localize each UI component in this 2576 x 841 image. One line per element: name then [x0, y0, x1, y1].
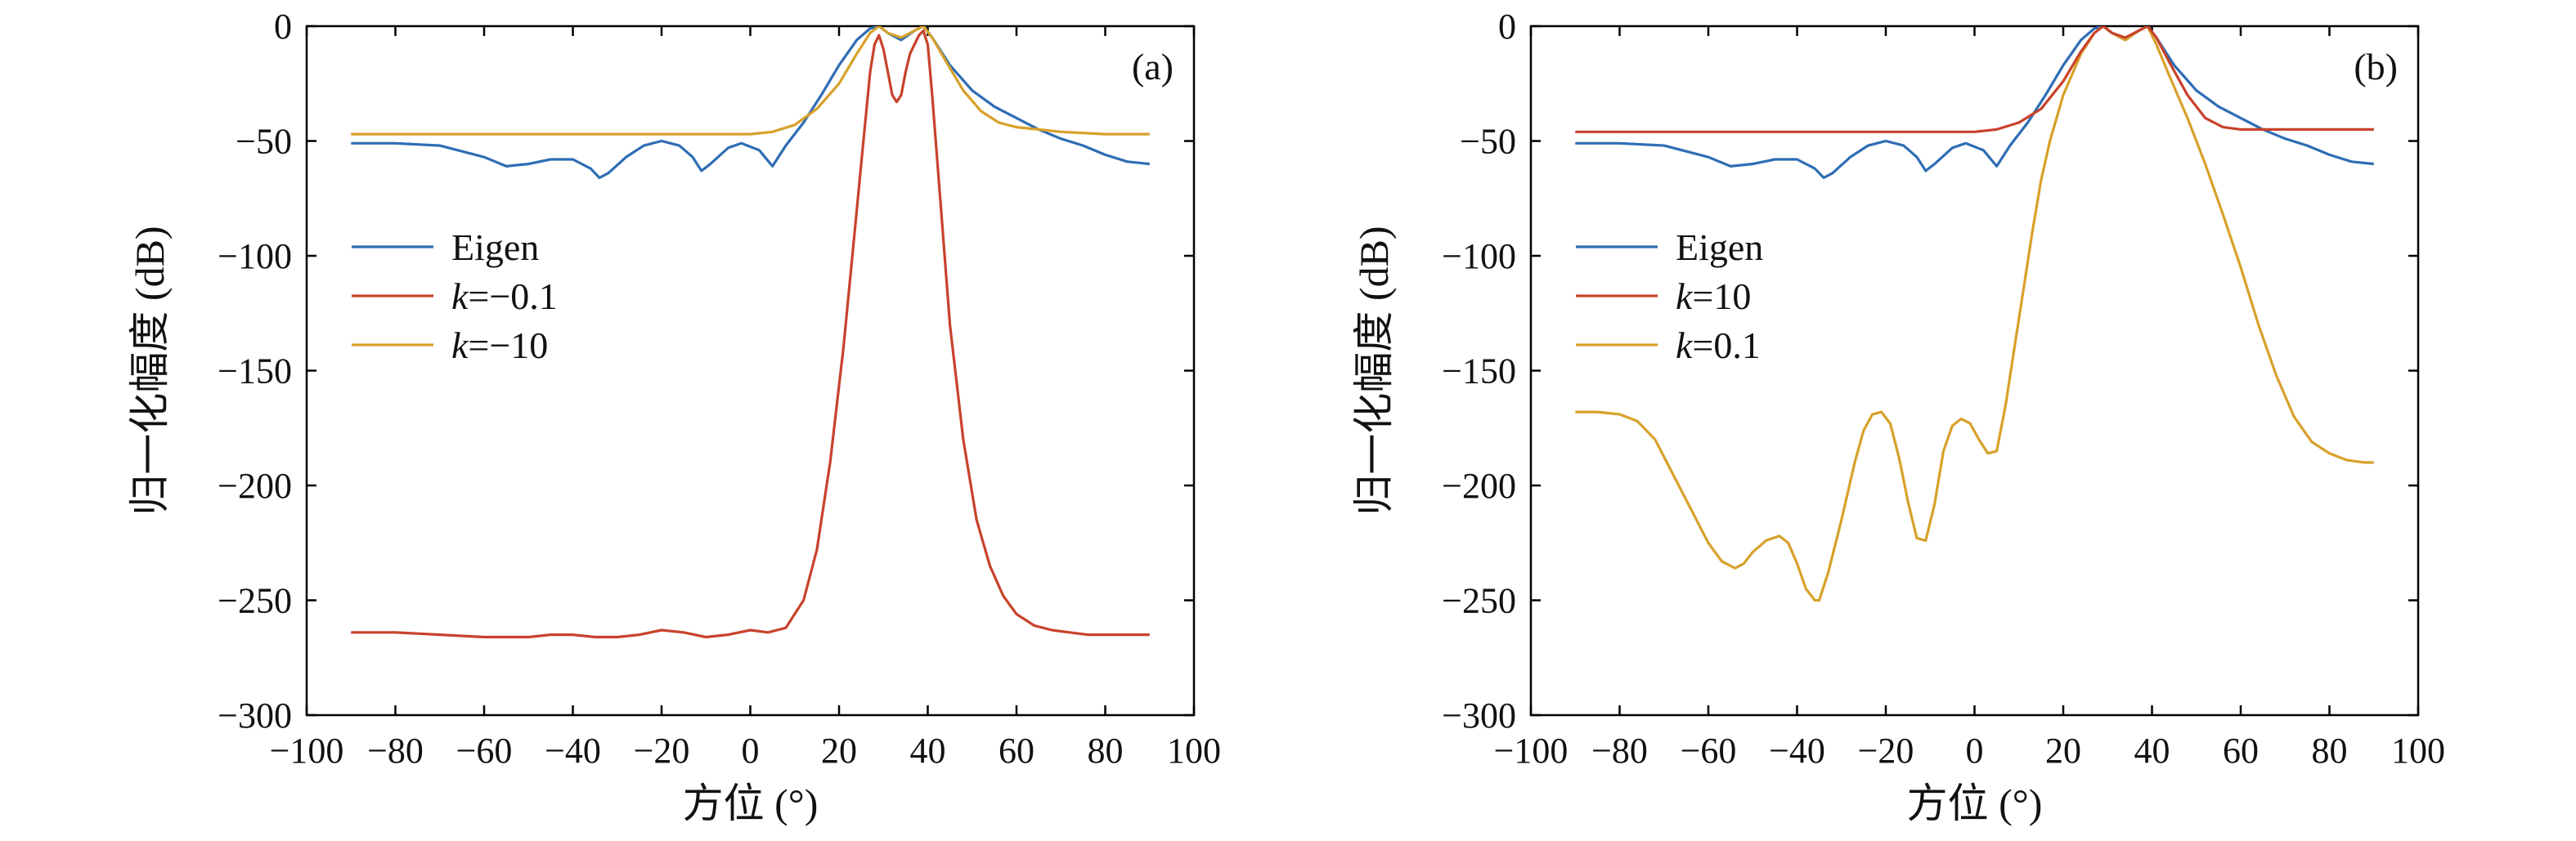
legend-entry-text: Eigen [451, 226, 539, 268]
y-tick-label: −200 [218, 466, 292, 506]
x-tick-label: −20 [1858, 731, 1914, 771]
y-tick-label: 0 [274, 7, 292, 47]
y-tick-label: −250 [218, 581, 292, 621]
y-tick-label: −200 [1442, 466, 1516, 506]
legend-entry-var: k [451, 324, 469, 366]
x-tick-label: 20 [2045, 731, 2081, 771]
legend-entry-var: k [451, 275, 469, 317]
x-tick-label: −60 [1681, 731, 1737, 771]
y-tick-label: −300 [1442, 696, 1516, 736]
legend-entry-3: k=0.1 [1676, 324, 1761, 366]
legend-entry-var: k [1676, 324, 1694, 366]
x-tick-label: −100 [1494, 731, 1568, 771]
legend-entry-1: Eigen [1676, 226, 1763, 268]
panel-label: (a) [1132, 46, 1174, 87]
series-line-3 [1575, 26, 2374, 602]
x-tick-label: 40 [2134, 731, 2170, 771]
x-tick-label: 80 [1088, 731, 1124, 771]
legend-entry-text: Eigen [1676, 226, 1763, 268]
x-tick-label: 100 [1167, 731, 1221, 771]
series-line-1 [1575, 26, 2374, 180]
y-tick-label: −250 [1442, 581, 1516, 621]
plot-frame [305, 25, 1196, 717]
x-tick-label: 0 [742, 731, 760, 771]
x-tick-label: 60 [2223, 731, 2259, 771]
legend-entry-3: k=−10 [451, 324, 548, 366]
legend-entry-text: =10 [1692, 275, 1751, 317]
legend-entry-var: k [1676, 275, 1694, 317]
x-tick-label: −40 [545, 731, 601, 771]
y-tick-label: −150 [1442, 351, 1516, 391]
x-tick-label: −100 [270, 731, 344, 771]
panel-label: (b) [2354, 46, 2398, 87]
legend-entry-1: Eigen [451, 226, 539, 268]
legend-entry-text: =−0.1 [468, 275, 557, 317]
x-tick-label: 40 [910, 731, 946, 771]
x-tick-label: 20 [821, 731, 857, 771]
y-tick-label: −100 [218, 236, 292, 276]
x-tick-label: −20 [634, 731, 690, 771]
y-tick-label: −300 [218, 696, 292, 736]
legend-entry-text: =−10 [468, 324, 548, 366]
y-tick-label: −50 [1460, 122, 1516, 162]
x-tick-label: 0 [1966, 731, 1984, 771]
x-tick-label: −80 [367, 731, 424, 771]
series-line-2 [1575, 26, 2374, 133]
series-line-1 [351, 26, 1150, 180]
x-tick-label: 60 [999, 731, 1034, 771]
x-axis-label: 方位 (°) [683, 781, 819, 826]
legend-entry-text: =0.1 [1692, 324, 1760, 366]
series-line-2 [351, 29, 1150, 639]
x-axis-label: 方位 (°) [1907, 781, 2043, 826]
legend-entry-2: k=−0.1 [451, 275, 558, 317]
x-tick-label: −60 [456, 731, 513, 771]
y-tick-label: 0 [1498, 7, 1516, 47]
x-tick-label: −40 [1769, 731, 1825, 771]
y-tick-label: −100 [1442, 236, 1516, 276]
y-axis-label: 归一化幅度 (dB) [127, 226, 173, 515]
y-tick-label: −150 [218, 351, 292, 391]
legend-entry-2: k=10 [1676, 275, 1751, 317]
x-tick-label: −80 [1591, 731, 1648, 771]
y-tick-label: −50 [236, 122, 292, 162]
series-line-3 [351, 26, 1150, 136]
chart-panel-b: −100 −80 −60 −40 −20 0 20 40 60 80 1000−50−100−150… [1351, 7, 2445, 826]
x-tick-label: 80 [2312, 731, 2348, 771]
chart-panel-a: −100 −80 −60 −40 −20 0 20 40 60 80 1000−50−100−150… [127, 7, 1221, 826]
x-tick-label: 100 [2391, 731, 2445, 771]
y-axis-label: 归一化幅度 (dB) [1351, 226, 1397, 515]
